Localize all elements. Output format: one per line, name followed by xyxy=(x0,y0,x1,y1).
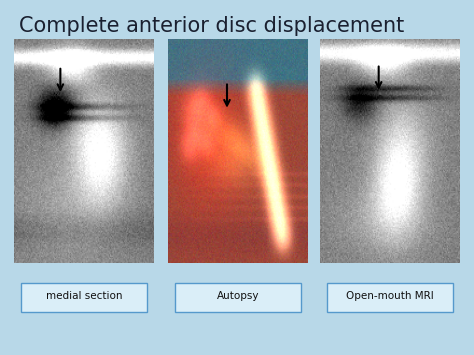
Text: Open-mouth MRI: Open-mouth MRI xyxy=(346,291,434,301)
FancyBboxPatch shape xyxy=(21,283,147,312)
Text: Autopsy: Autopsy xyxy=(217,291,259,301)
FancyBboxPatch shape xyxy=(327,283,453,312)
FancyBboxPatch shape xyxy=(175,283,301,312)
Text: Complete anterior disc displacement: Complete anterior disc displacement xyxy=(19,16,404,36)
Text: medial section: medial section xyxy=(46,291,122,301)
